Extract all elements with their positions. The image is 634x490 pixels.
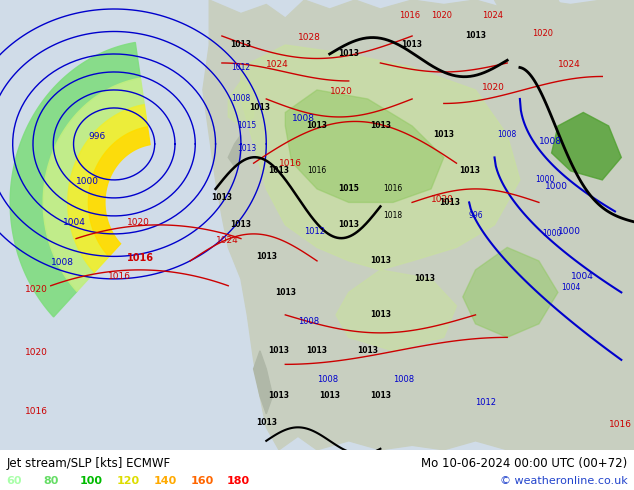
Text: 1020: 1020 — [431, 196, 454, 204]
Text: 1008: 1008 — [539, 137, 562, 146]
Text: 1013: 1013 — [439, 198, 461, 207]
Text: 1004: 1004 — [571, 272, 593, 281]
Text: 1016: 1016 — [307, 167, 327, 175]
Text: 1020: 1020 — [25, 348, 48, 357]
Text: 1013: 1013 — [465, 31, 486, 41]
Text: 1016: 1016 — [25, 407, 48, 416]
Text: 996: 996 — [89, 132, 106, 142]
Text: 1020: 1020 — [127, 218, 150, 227]
Text: 100: 100 — [80, 476, 103, 486]
Text: 1024: 1024 — [482, 11, 503, 20]
Text: 1013: 1013 — [268, 392, 290, 400]
Text: 140: 140 — [153, 476, 177, 486]
Text: 160: 160 — [190, 476, 214, 486]
Polygon shape — [228, 81, 254, 126]
Polygon shape — [203, 0, 634, 450]
Text: 1024: 1024 — [558, 60, 581, 70]
Text: 180: 180 — [227, 476, 250, 486]
Text: 1020: 1020 — [330, 87, 353, 97]
Text: 1018: 1018 — [384, 211, 403, 220]
Text: 1013: 1013 — [414, 274, 436, 283]
Text: 1013: 1013 — [370, 256, 391, 266]
Text: 996: 996 — [468, 211, 483, 220]
Text: 1020: 1020 — [431, 11, 452, 20]
Text: 1013: 1013 — [433, 130, 455, 140]
Text: 1000: 1000 — [545, 182, 568, 191]
Text: 1013: 1013 — [230, 41, 252, 49]
Text: 1013: 1013 — [268, 346, 290, 355]
Text: 1004: 1004 — [561, 283, 580, 293]
Polygon shape — [43, 78, 145, 292]
Text: 1013: 1013 — [370, 392, 391, 400]
Text: 120: 120 — [117, 476, 139, 486]
Text: 1013: 1013 — [256, 252, 277, 261]
Text: 1013: 1013 — [256, 418, 277, 427]
Text: 1008: 1008 — [51, 258, 74, 268]
Text: 1013: 1013 — [338, 220, 359, 229]
Text: 1000: 1000 — [76, 177, 99, 186]
Text: 1028: 1028 — [298, 33, 321, 43]
Text: 1015: 1015 — [339, 184, 359, 194]
Text: 1016: 1016 — [108, 272, 131, 281]
Text: 1008: 1008 — [292, 115, 314, 123]
Text: 1016: 1016 — [384, 184, 403, 194]
Polygon shape — [552, 113, 621, 180]
Polygon shape — [10, 43, 141, 317]
Text: 1013: 1013 — [275, 288, 296, 297]
Text: 1013: 1013 — [370, 122, 391, 130]
Polygon shape — [336, 270, 456, 351]
Text: 1015: 1015 — [238, 122, 257, 130]
Text: 1013: 1013 — [249, 103, 271, 113]
Text: 1008: 1008 — [231, 95, 250, 103]
Text: 60: 60 — [6, 476, 22, 486]
Text: 1016: 1016 — [609, 420, 631, 429]
Text: 1013: 1013 — [306, 346, 328, 355]
Text: 1013: 1013 — [370, 310, 391, 319]
Text: 1000: 1000 — [558, 227, 581, 236]
Text: 1008: 1008 — [298, 317, 319, 326]
Text: 1013: 1013 — [230, 220, 252, 229]
Text: 1008: 1008 — [498, 130, 517, 140]
Text: 1013: 1013 — [401, 41, 423, 49]
Text: 1016: 1016 — [279, 159, 302, 169]
Text: 1013: 1013 — [238, 144, 257, 153]
Text: © weatheronline.co.uk: © weatheronline.co.uk — [500, 476, 628, 486]
Text: 1012: 1012 — [476, 398, 496, 407]
Text: 1016: 1016 — [399, 11, 420, 20]
Text: 80: 80 — [43, 476, 58, 486]
Text: 1000: 1000 — [542, 229, 561, 239]
Polygon shape — [89, 127, 150, 256]
Polygon shape — [463, 247, 558, 337]
Text: 1024: 1024 — [216, 236, 238, 245]
Text: Jet stream/SLP [kts] ECMWF: Jet stream/SLP [kts] ECMWF — [6, 457, 171, 470]
Text: 1013: 1013 — [319, 392, 340, 400]
Text: 1020: 1020 — [25, 285, 48, 294]
Polygon shape — [68, 105, 148, 272]
Text: 1013: 1013 — [306, 122, 328, 130]
Text: 1016: 1016 — [127, 253, 154, 263]
Text: 1008: 1008 — [317, 375, 338, 384]
Text: 1013: 1013 — [357, 346, 378, 355]
Text: 1013: 1013 — [268, 167, 290, 175]
Polygon shape — [241, 45, 520, 270]
Polygon shape — [228, 135, 241, 167]
Text: 1020: 1020 — [482, 83, 505, 92]
Text: 1024: 1024 — [266, 60, 289, 70]
Text: 1013: 1013 — [211, 194, 233, 202]
Polygon shape — [285, 90, 444, 202]
Text: Mo 10-06-2024 00:00 UTC (00+72): Mo 10-06-2024 00:00 UTC (00+72) — [422, 457, 628, 470]
Text: 1013: 1013 — [458, 167, 480, 175]
Text: 1012: 1012 — [231, 63, 250, 72]
Text: 1020: 1020 — [533, 29, 553, 38]
Text: 1013: 1013 — [338, 49, 359, 58]
Text: 1012: 1012 — [304, 227, 325, 236]
Text: 1008: 1008 — [393, 375, 414, 384]
Polygon shape — [254, 351, 273, 414]
Text: 1004: 1004 — [63, 218, 86, 227]
Polygon shape — [495, 0, 571, 54]
Text: 1000: 1000 — [536, 175, 555, 184]
